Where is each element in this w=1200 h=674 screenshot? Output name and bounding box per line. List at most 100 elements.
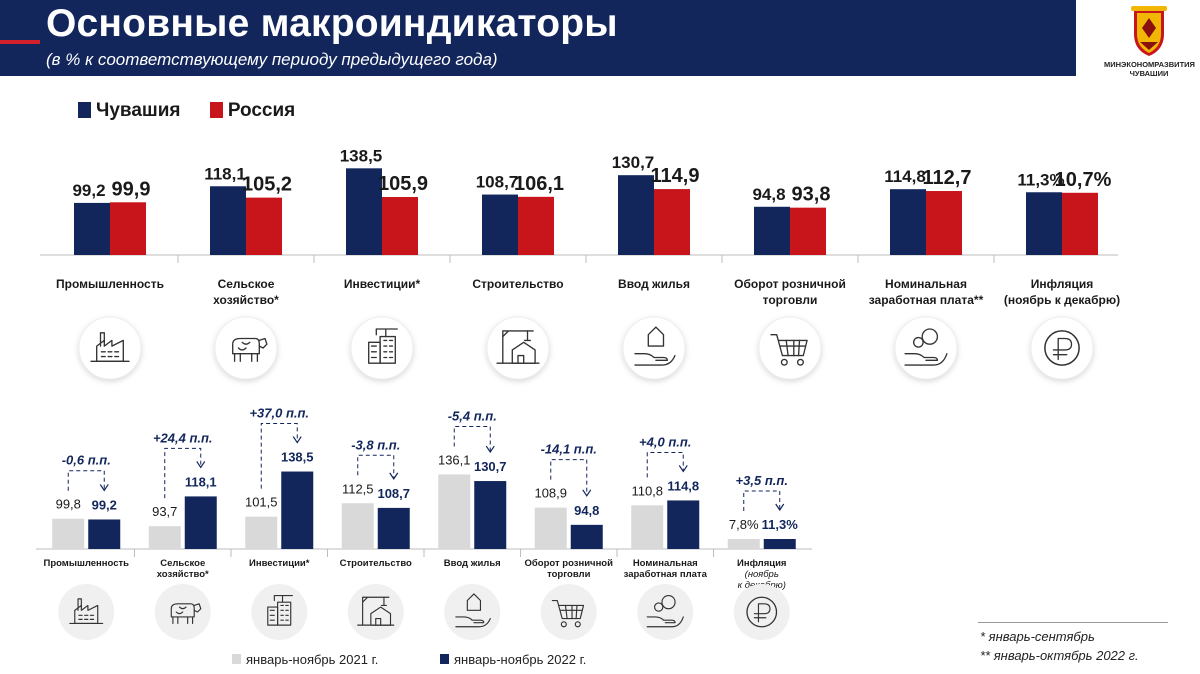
category-label: Сельское [160,558,205,569]
hand-base [646,616,684,628]
difference-label: -5,4 п.п. [448,408,497,423]
factory-windows [78,614,95,620]
cow-head [258,337,268,349]
ruble-icon [1044,330,1080,366]
coat-of-arms-icon [1131,6,1167,56]
bar-chuvashia [890,189,926,255]
category-label: Номинальная [633,558,698,569]
category-label: Инвестиции* [344,277,421,291]
bar-2021 [438,474,471,549]
building-windows [280,604,289,621]
bar-2022 [88,519,121,549]
icon-circle [444,584,501,640]
data-label-2022: 130,7 [474,459,507,474]
data-label-russia: 105,9 [378,173,428,195]
difference-arrowhead [99,484,109,492]
icon-circle [622,316,686,380]
category-label: Оборот розничной [734,277,846,291]
difference-arrowhead [196,461,206,469]
data-label-2022: 118,1 [185,474,217,489]
icon-circle [637,584,694,640]
data-label-2021: 93,7 [152,504,177,519]
difference-arrowhead [485,445,495,454]
house-in-hand-icon [455,593,491,628]
difference-arrowhead [582,489,592,497]
factory-icon [69,598,104,625]
difference-label: -0,6 п.п. [62,453,111,468]
footnote-one: * январь-сентябрь [980,629,1095,644]
difference-arrowhead [389,472,399,480]
category-label: Строительство [472,277,563,291]
footnote-two: ** январь-октябрь 2022 г. [980,648,1139,663]
bar-2022 [667,500,700,549]
bar-chuvashia [210,186,246,255]
ruble-sign [753,603,771,623]
bar-russia [1062,192,1098,255]
legend-swatch-gray [232,654,241,664]
icon-circle [78,316,142,380]
bar-chuvashia [1026,192,1062,255]
difference-label: +37,0 п.п. [249,406,309,421]
cart-wheel-left [560,621,567,628]
category-label: заработная плата [624,569,708,580]
bar-2021 [148,526,181,549]
category-label: Инвестиции* [249,558,310,569]
legend-label-2021: январь-ноябрь 2021 г. [246,652,379,667]
cow-icon [232,337,268,362]
factory-chimney [99,332,105,347]
icon-circle [733,584,790,640]
legend-label-2022: январь-ноябрь 2022 г. [453,652,587,667]
house-shape [647,326,665,347]
data-label-chuvashia: 99,2 [72,181,105,200]
data-label-russia: 106,1 [514,173,564,195]
bar-russia [654,189,690,255]
difference-bracket [67,470,105,491]
cart-basket [770,334,808,357]
difference-bracket [743,490,781,511]
ruble-sign [1052,337,1073,361]
cow-body [170,603,195,618]
icon-circle [350,316,414,380]
legend-item-2022: январь-ноябрь 2022 г. [439,652,587,667]
cart-wheel-left [780,358,788,366]
category-label: Инфляция [1031,277,1093,291]
category-label: (ноябрь к декабрю) [1004,293,1120,307]
bar-2022 [570,524,603,549]
footnotes: * январь-сентябрь ** январь-октябрь 2022… [980,627,1139,665]
difference-bracket [453,425,491,452]
bottom-chart-legend: январь-ноябрь 2021 г. январь-ноябрь 2022… [232,652,644,667]
cart-grid [559,604,583,620]
top-chart-legend: Чувашия Россия [78,100,319,122]
bar-2021 [534,507,567,549]
icon-circle [1030,316,1094,380]
legend-item-chuvashia: Чувашия [78,100,181,122]
difference-label: -14,1 п.п. [541,442,597,457]
data-label-russia: 105,2 [242,174,292,196]
hand-palm [455,616,485,624]
category-label: Ввод жилья [618,277,690,291]
cart-grid [779,339,806,357]
shopping-cart-icon [551,599,585,628]
category-label: Ввод жилья [444,558,501,569]
money-in-hand-icon [646,595,684,628]
category-label: заработная плата** [869,293,984,307]
coin-small [912,336,924,348]
data-label-russia: 99,9 [112,178,151,200]
cart-wheel-right [574,621,581,628]
difference-arrowhead [678,465,688,473]
bar-2022 [763,539,796,549]
factory-body [74,604,99,625]
data-label-chuvashia: 11,3% [1017,170,1064,189]
data-label-chuvashia: 118,1 [204,164,246,183]
house-shape [466,593,482,611]
money-in-hand-icon [904,328,948,366]
difference-bracket [164,447,202,499]
cow-icon [170,603,202,625]
legend-item-2021: январь-ноябрь 2021 г. [232,652,378,667]
crane-hook [380,596,387,607]
legend-item-russia: Россия [209,100,295,122]
category-label: торговли [763,293,818,307]
difference-bracket [646,451,684,478]
building-right [379,335,396,364]
